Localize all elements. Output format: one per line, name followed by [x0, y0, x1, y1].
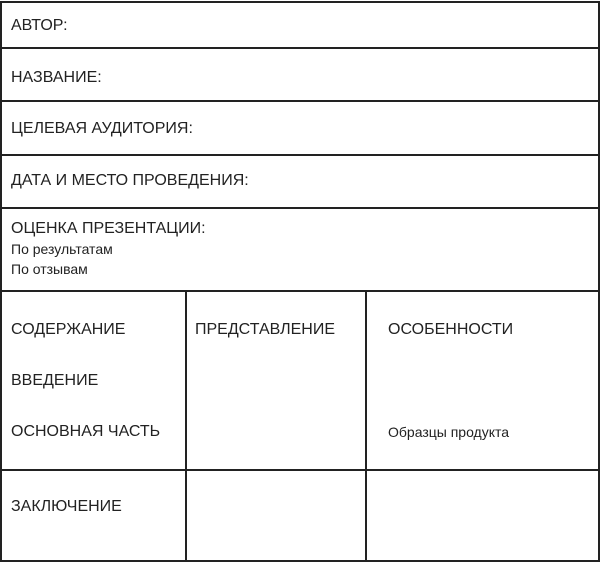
conclusion-label: ЗАКЛЮЧЕНИЕ	[11, 498, 122, 515]
evaluation-item: По отзывам	[11, 261, 88, 277]
divider	[2, 469, 598, 471]
divider	[2, 207, 598, 209]
evaluation-item: По результатам	[11, 241, 113, 257]
divider	[2, 154, 598, 156]
divider	[2, 100, 598, 102]
date-place-label: ДАТА И МЕСТО ПРОВЕДЕНИЯ:	[11, 172, 249, 189]
evaluation-heading: ОЦЕНКА ПРЕЗЕНТАЦИИ:	[11, 220, 206, 237]
divider	[2, 47, 598, 49]
divider	[2, 290, 598, 292]
divider	[185, 290, 187, 561]
audience-label: ЦЕЛЕВАЯ АУДИТОРИЯ:	[11, 120, 193, 137]
presentation-label: ПРЕДСТАВЛЕНИЕ	[195, 321, 336, 338]
content-label: СОДЕРЖАНИЕ	[11, 321, 126, 338]
intro-label: ВВЕДЕНИЕ	[11, 372, 99, 389]
author-label: АВТОР:	[11, 17, 68, 34]
samples-label: Образцы продукта	[388, 424, 510, 440]
divider	[365, 290, 367, 561]
main-part-label: ОСНОВНАЯ ЧАСТЬ	[11, 423, 161, 440]
features-label: ОСОБЕННОСТИ	[388, 321, 514, 338]
title-label: НАЗВАНИЕ:	[11, 69, 102, 86]
